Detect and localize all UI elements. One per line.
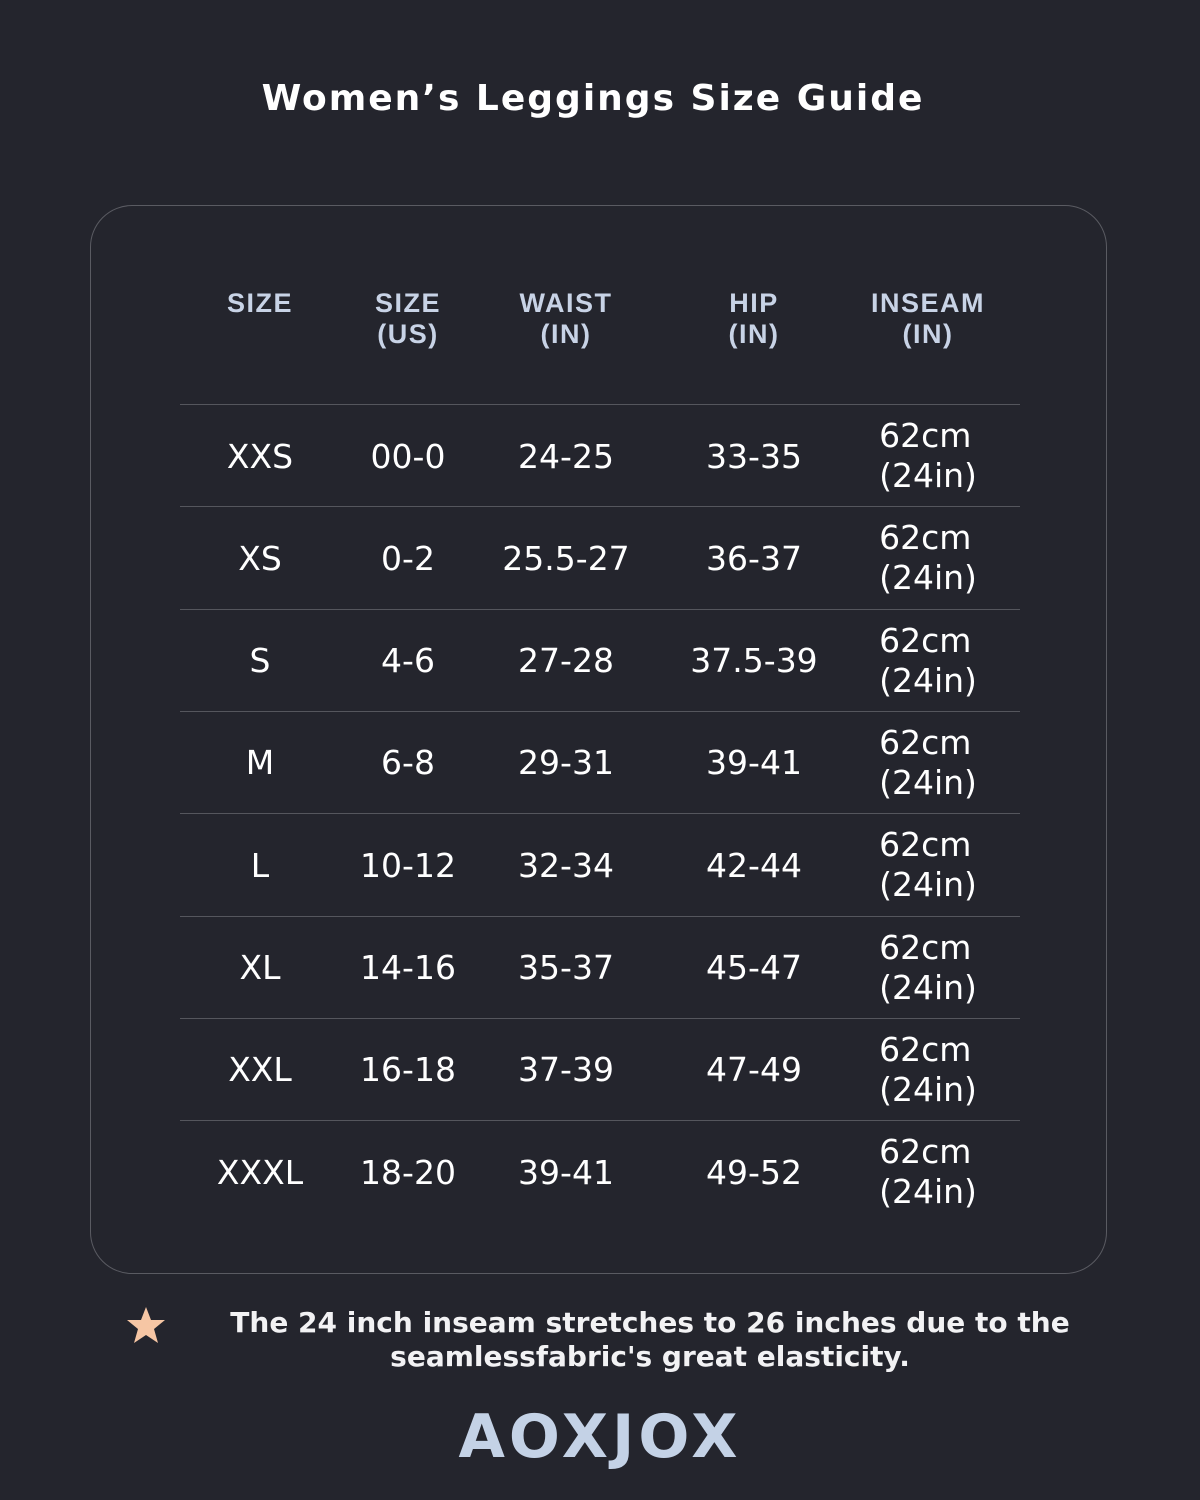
header-line-1: SIZE bbox=[226, 288, 294, 318]
cell-waist: 32-34 bbox=[518, 845, 614, 885]
note-line-2: seamlessfabric's great elasticity. bbox=[390, 1340, 910, 1373]
inseam-in: (24in) bbox=[879, 865, 977, 905]
inseam-note: The 24 inch inseam stretches to 26 inche… bbox=[150, 1306, 1150, 1374]
cell-us: 00-0 bbox=[370, 436, 446, 476]
table-row: XXS 00-0 24-25 33-35 62cm (24in) bbox=[180, 404, 1020, 507]
inseam-in: (24in) bbox=[879, 967, 977, 1007]
header-line-1: SIZE bbox=[374, 288, 442, 318]
cell-waist: 35-37 bbox=[518, 948, 614, 987]
header-line-2: (IN) bbox=[902, 319, 954, 349]
cell-size: L bbox=[250, 845, 270, 885]
header-line-2: (IN) bbox=[728, 319, 780, 349]
cell-hip: 47-49 bbox=[706, 1050, 802, 1090]
table-row: M 6-8 29-31 39-41 62cm (24in) bbox=[180, 710, 1020, 814]
column-header: HIP (IN) bbox=[729, 288, 780, 350]
cell-us: 14-16 bbox=[360, 948, 456, 987]
table-row: L 10-12 32-34 42-44 62cm (24in) bbox=[180, 813, 1020, 916]
cell-inseam: 62cm (24in) bbox=[879, 610, 977, 712]
inseam-cm: 62cm bbox=[879, 620, 972, 660]
table-row: XXL 16-18 37-39 47-49 62cm (24in) bbox=[180, 1017, 1020, 1121]
inseam-in: (24in) bbox=[879, 456, 977, 495]
inseam-cm: 62cm bbox=[879, 416, 972, 455]
inseam-cm: 62cm bbox=[879, 722, 972, 762]
page-title: Women’s Leggings Size Guide bbox=[261, 78, 925, 119]
header-line-1: HIP bbox=[729, 288, 779, 318]
cell-us: 16-18 bbox=[360, 1050, 456, 1090]
inseam-cm: 62cm bbox=[879, 518, 972, 558]
cell-inseam: 62cm (24in) bbox=[879, 507, 977, 609]
cell-waist: 29-31 bbox=[518, 743, 614, 783]
inseam-in: (24in) bbox=[879, 558, 977, 598]
table-row: XS 0-2 25.5-27 36-37 62cm (24in) bbox=[180, 506, 1020, 609]
cell-size: XXXL bbox=[216, 1152, 304, 1192]
cell-us: 0-2 bbox=[381, 538, 435, 578]
inseam-cm: 62cm bbox=[879, 1132, 972, 1172]
cell-size: XS bbox=[238, 538, 282, 578]
cell-hip: 42-44 bbox=[706, 845, 802, 885]
cell-hip: 39-41 bbox=[706, 743, 802, 783]
cell-us: 4-6 bbox=[381, 641, 435, 681]
inseam-cm: 62cm bbox=[879, 927, 972, 967]
cell-inseam: 62cm (24in) bbox=[879, 917, 977, 1019]
cell-inseam: 62cm (24in) bbox=[879, 712, 977, 814]
inseam-in: (24in) bbox=[879, 1172, 977, 1212]
cell-hip: 45-47 bbox=[706, 948, 802, 987]
cell-inseam: 62cm (24in) bbox=[879, 405, 977, 507]
column-header: SIZE (US) bbox=[375, 288, 441, 350]
header-line-2: (IN) bbox=[540, 319, 592, 349]
brand-logo: AOXJOX bbox=[458, 1402, 742, 1472]
cell-size: M bbox=[245, 743, 275, 783]
cell-size: S bbox=[249, 641, 271, 681]
cell-inseam: 62cm (24in) bbox=[879, 814, 977, 916]
table-row: XL 14-16 35-37 45-47 62cm (24in) bbox=[180, 915, 1020, 1019]
header-line-1: INSEAM bbox=[870, 288, 986, 318]
cell-inseam: 62cm (24in) bbox=[879, 1019, 977, 1121]
cell-size: XXL bbox=[228, 1050, 292, 1090]
inseam-cm: 62cm bbox=[879, 825, 972, 865]
inseam-cm: 62cm bbox=[879, 1029, 972, 1069]
cell-waist: 27-28 bbox=[518, 641, 614, 681]
cell-size: XXS bbox=[226, 436, 294, 476]
cell-us: 18-20 bbox=[360, 1152, 456, 1192]
star-icon bbox=[127, 1307, 165, 1343]
inseam-in: (24in) bbox=[879, 1069, 977, 1109]
cell-hip: 33-35 bbox=[706, 436, 802, 476]
size-table-card bbox=[90, 205, 1107, 1274]
column-header: WAIST (IN) bbox=[520, 288, 613, 350]
header-line-1: WAIST bbox=[519, 288, 613, 318]
table-row: XXXL 18-20 39-41 49-52 62cm (24in) bbox=[180, 1120, 1020, 1223]
cell-waist: 25.5-27 bbox=[502, 538, 630, 578]
cell-us: 10-12 bbox=[360, 845, 456, 885]
cell-us: 6-8 bbox=[381, 743, 435, 783]
header-line-2: (US) bbox=[377, 319, 439, 349]
inseam-in: (24in) bbox=[879, 660, 977, 700]
note-line-1: The 24 inch inseam stretches to 26 inche… bbox=[230, 1306, 1070, 1339]
column-header: INSEAM (IN) bbox=[871, 288, 985, 350]
cell-size: XL bbox=[239, 948, 281, 987]
cell-inseam: 62cm (24in) bbox=[879, 1121, 977, 1223]
column-header: SIZE bbox=[227, 288, 293, 319]
cell-hip: 37.5-39 bbox=[690, 641, 818, 681]
cell-waist: 39-41 bbox=[518, 1152, 614, 1192]
table-row: S 4-6 27-28 37.5-39 62cm (24in) bbox=[180, 608, 1020, 712]
cell-waist: 24-25 bbox=[518, 436, 614, 476]
cell-hip: 36-37 bbox=[706, 538, 802, 578]
inseam-in: (24in) bbox=[879, 762, 977, 802]
cell-hip: 49-52 bbox=[706, 1152, 802, 1192]
cell-waist: 37-39 bbox=[518, 1050, 614, 1090]
